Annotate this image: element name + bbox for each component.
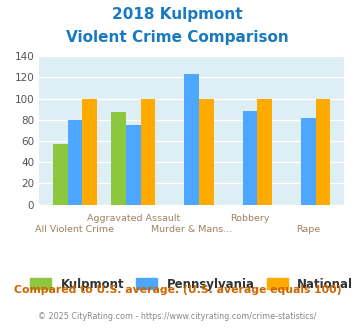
Bar bbox=[82, 99, 97, 205]
Bar bbox=[243, 111, 257, 205]
Text: All Violent Crime: All Violent Crime bbox=[36, 225, 114, 234]
Bar bbox=[111, 112, 126, 205]
Text: Compared to U.S. average. (U.S. average equals 100): Compared to U.S. average. (U.S. average … bbox=[14, 285, 341, 295]
Bar bbox=[301, 117, 316, 205]
Text: Rape: Rape bbox=[296, 225, 321, 234]
Bar bbox=[141, 99, 155, 205]
Text: Aggravated Assault: Aggravated Assault bbox=[87, 214, 180, 222]
Bar bbox=[67, 120, 82, 205]
Bar bbox=[257, 99, 272, 205]
Bar bbox=[316, 99, 331, 205]
Bar bbox=[126, 125, 141, 205]
Text: © 2025 CityRating.com - https://www.cityrating.com/crime-statistics/: © 2025 CityRating.com - https://www.city… bbox=[38, 312, 317, 321]
Bar bbox=[53, 144, 67, 205]
Text: Robbery: Robbery bbox=[230, 214, 270, 222]
Text: Murder & Mans...: Murder & Mans... bbox=[151, 225, 232, 234]
Legend: Kulpmont, Pennsylvania, National: Kulpmont, Pennsylvania, National bbox=[25, 273, 355, 295]
Bar bbox=[199, 99, 214, 205]
Text: 2018 Kulpmont: 2018 Kulpmont bbox=[112, 7, 243, 21]
Bar bbox=[184, 74, 199, 205]
Text: Violent Crime Comparison: Violent Crime Comparison bbox=[66, 30, 289, 45]
